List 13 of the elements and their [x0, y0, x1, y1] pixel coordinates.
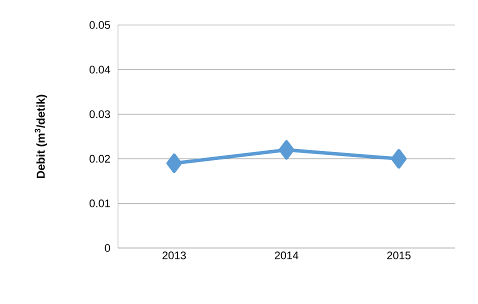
y-tick-label: 0.02	[90, 154, 110, 163]
y-tick-label: 0.01	[90, 200, 110, 208]
x-tick-label: 2015	[387, 252, 411, 260]
y-tick-label: 0.05	[90, 21, 110, 29]
point	[166, 154, 182, 174]
x-tick-label: 2014	[274, 252, 298, 260]
y-tick-label: 0.03	[90, 110, 110, 118]
y-axis-title: Debit (m$^{3}$/detik)	[34, 94, 48, 178]
y-tick-label: 0.04	[90, 66, 110, 74]
point	[278, 140, 294, 160]
x-tick-label: 2013	[162, 252, 186, 260]
y-tick-label: 0	[104, 244, 110, 252]
point	[391, 149, 407, 169]
